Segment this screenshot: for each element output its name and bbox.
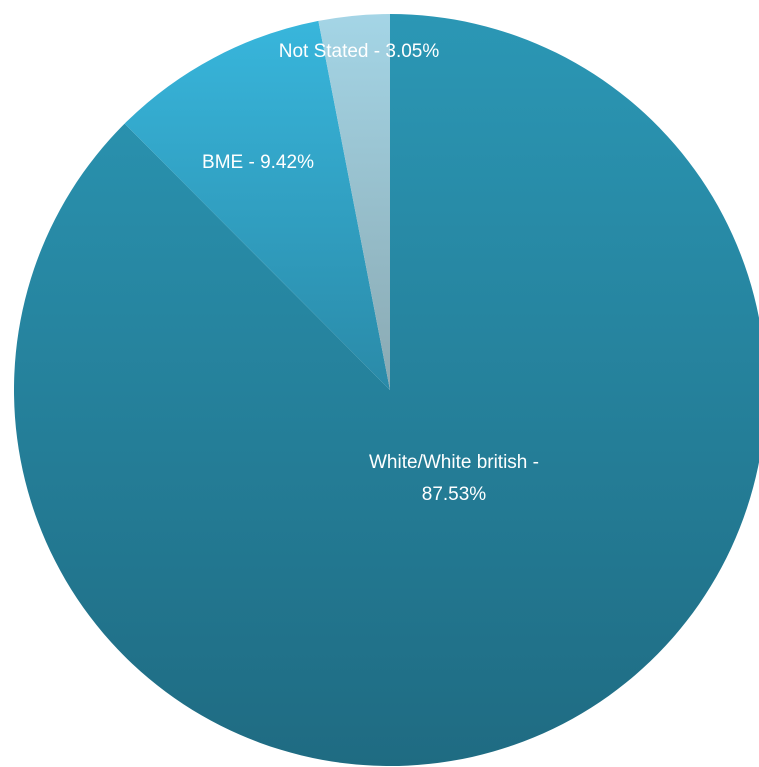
data-label-line: Not Stated - 3.05% (279, 41, 440, 62)
pie-slice-not-stated (318, 14, 390, 390)
data-label-not-stated: Not Stated - 3.05% (279, 41, 440, 62)
data-label-white-white-british: White/White british - 87.53% (369, 452, 539, 505)
data-label-bme: BME - 9.42% (202, 152, 314, 173)
labels-layer: White/White british - 87.53% BME - 9.42% No… (202, 41, 539, 505)
data-label-line: White/White british - (369, 452, 539, 473)
data-label-line: BME - 9.42% (202, 152, 314, 173)
pie-slice-bme (124, 20, 390, 391)
data-label-line: 87.53% (422, 484, 487, 505)
pie-slice-white-white-british (14, 14, 759, 766)
slices-layer (14, 14, 759, 766)
